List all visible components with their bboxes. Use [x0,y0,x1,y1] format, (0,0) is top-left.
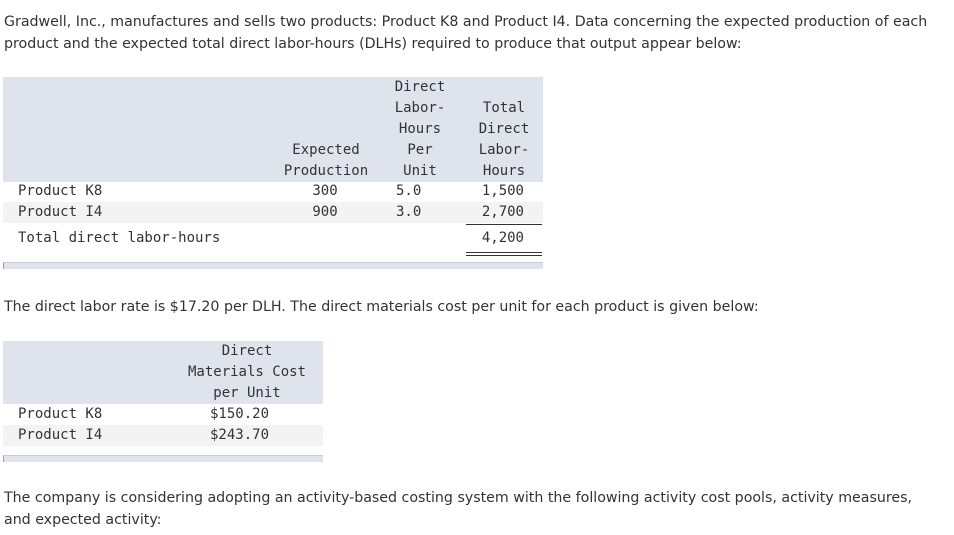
table2-scrollbar[interactable] [3,455,323,462]
labor-rate-paragraph: The direct labor rate is $17.20 per DLH.… [4,299,759,315]
header-total: Total [482,100,526,116]
table1-scrollbar[interactable] [3,262,543,269]
row-i4-background [3,202,543,223]
header-expected: Expected [292,142,360,158]
row-i4-production: 900 [312,204,338,220]
t2-row-k8-value: $150.20 [210,406,270,422]
abc-paragraph: The company is considering adopting an a… [4,490,912,528]
t2-header-direct: Direct [221,343,273,359]
header-direct: Direct [394,79,446,95]
t2-row-i4-background [3,425,323,446]
t2-row-k8-label: Product K8 [18,406,103,422]
header-production: Production [283,163,369,179]
header-per: Per [407,142,433,158]
row-i4-per-unit: 3.0 [396,204,422,220]
subtotal-rule [466,224,542,225]
row-k8-label: Product K8 [18,183,103,199]
row-k8-per-unit: 5.0 [396,183,422,199]
t2-row-i4-value: $243.70 [210,427,270,443]
table2-header-band [3,341,323,404]
total-row-value: 4,200 [481,230,524,246]
total-double-rule-bottom [466,255,542,256]
header-labor: Labor- [394,100,446,116]
header-total-direct: Direct [478,121,530,137]
total-double-rule-top [466,252,542,253]
row-k8-total: 1,500 [481,183,524,199]
intro-paragraph: Gradwell, Inc., manufactures and sells t… [4,14,928,52]
header-total-labor: Labor- [478,142,530,158]
total-row-label: Total direct labor-hours [18,230,221,246]
t2-header-materials: Materials Cost [187,364,306,380]
t2-row-i4-label: Product I4 [18,427,103,443]
header-hours: Hours [398,121,442,137]
row-i4-total: 2,700 [481,204,524,220]
row-i4-label: Product I4 [18,204,103,220]
table-header-band [3,77,543,182]
header-total-hours: Hours [482,163,526,179]
header-unit: Unit [403,163,437,179]
t2-header-per-unit: per Unit [213,385,281,401]
row-k8-production: 300 [312,183,338,199]
